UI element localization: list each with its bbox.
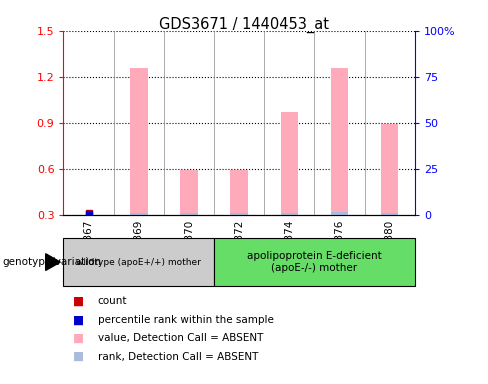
- Polygon shape: [46, 254, 61, 270]
- Text: GDS3671 / 1440453_at: GDS3671 / 1440453_at: [159, 17, 329, 33]
- Text: count: count: [98, 296, 127, 306]
- Text: value, Detection Call = ABSENT: value, Detection Call = ABSENT: [98, 333, 263, 343]
- Bar: [130, 68, 147, 215]
- Text: ■: ■: [73, 313, 84, 326]
- Bar: [230, 170, 248, 215]
- Text: ■: ■: [73, 295, 84, 308]
- Text: apolipoprotein E-deficient
(apoE-/-) mother: apolipoprotein E-deficient (apoE-/-) mot…: [247, 251, 382, 273]
- Bar: [381, 213, 399, 215]
- Bar: [63, 238, 214, 286]
- Bar: [281, 112, 298, 215]
- Text: percentile rank within the sample: percentile rank within the sample: [98, 315, 273, 325]
- Bar: [281, 213, 298, 215]
- Bar: [381, 124, 399, 215]
- Text: genotype/variation: genotype/variation: [2, 257, 102, 267]
- Bar: [214, 238, 415, 286]
- Bar: [180, 213, 198, 215]
- Text: ■: ■: [73, 332, 84, 345]
- Bar: [130, 213, 147, 215]
- Bar: [331, 68, 348, 215]
- Bar: [230, 214, 248, 215]
- Text: rank, Detection Call = ABSENT: rank, Detection Call = ABSENT: [98, 352, 258, 362]
- Bar: [180, 170, 198, 215]
- Bar: [331, 212, 348, 215]
- Text: wildtype (apoE+/+) mother: wildtype (apoE+/+) mother: [76, 258, 201, 266]
- Text: ■: ■: [73, 350, 84, 363]
